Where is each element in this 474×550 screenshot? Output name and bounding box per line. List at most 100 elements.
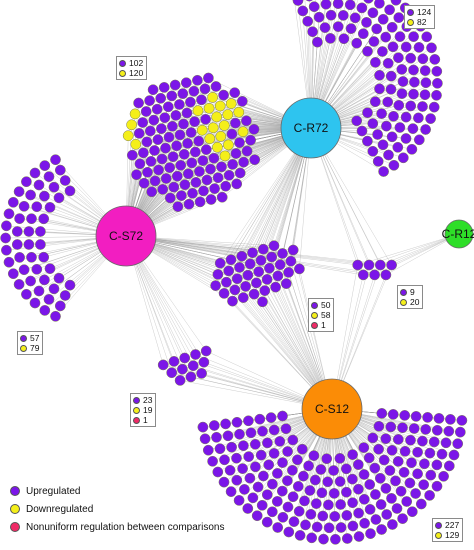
- upregulated-gene-node: [187, 187, 198, 199]
- upregulated-gene-node: [436, 448, 448, 460]
- upregulated-gene-node: [383, 149, 394, 161]
- upregulated-gene-node: [454, 426, 466, 438]
- upregulated-gene-node: [198, 185, 209, 197]
- upregulated-gene-node: [347, 449, 358, 460]
- upregulated-gene-node: [7, 268, 19, 280]
- upregulated-gene-node: [292, 454, 303, 466]
- upregulated-gene-node: [188, 85, 200, 97]
- upregulated-gene-node: [369, 269, 380, 281]
- upregulated-gene-node: [392, 456, 404, 467]
- upregulated-gene-node: [53, 272, 65, 284]
- upregulated-gene-node: [174, 375, 186, 386]
- upregulated-gene-node: [374, 259, 386, 271]
- edge: [125, 235, 358, 266]
- upregulated-gene-node: [412, 468, 423, 480]
- upregulated-gene-node: [177, 88, 189, 99]
- upregulated-gene-node: [265, 412, 277, 423]
- upregulated-gene-node: [433, 413, 445, 424]
- upregulated-gene-node: [171, 140, 182, 152]
- upregulated-gene-node: [18, 264, 30, 276]
- upregulated-gene-node: [287, 491, 299, 503]
- upregulated-gene-node: [229, 284, 241, 296]
- upregulated-gene-node: [386, 493, 397, 504]
- upregulated-gene-node: [245, 427, 257, 439]
- upregulated-gene-node: [419, 458, 430, 470]
- upregulated-gene-node: [337, 10, 349, 21]
- upregulated-gene-node: [244, 258, 256, 270]
- upregulated-gene-node: [328, 465, 339, 476]
- upregulated-gene-node: [352, 459, 364, 470]
- upregulated-gene-node: [380, 483, 392, 494]
- count-nonuniform: 1: [143, 415, 148, 425]
- upregulated-gene-node: [330, 533, 341, 545]
- upregulated-gene-node: [419, 65, 431, 76]
- upregulated-gene-node: [163, 131, 175, 143]
- upregulated-gene-node: [341, 486, 352, 498]
- upregulated-gene-node: [407, 123, 419, 134]
- upregulated-gene-node: [377, 139, 389, 151]
- upregulated-gene-node: [394, 31, 406, 42]
- upregulated-gene-node: [370, 489, 381, 500]
- upregulated-gene-node: [456, 415, 468, 426]
- upregulated-gene-node: [261, 516, 273, 528]
- upregulated-gene-node: [238, 156, 249, 168]
- count-down: 129: [445, 530, 460, 540]
- count-up: 9: [410, 287, 415, 297]
- upregulated-gene-node: [230, 148, 242, 159]
- upregulated-gene-node: [376, 408, 388, 419]
- upregulated-gene-node: [356, 2, 368, 14]
- upregulated-gene-node: [148, 114, 160, 126]
- upregulated-gene-node: [452, 438, 464, 450]
- upregulated-gene-node: [13, 186, 25, 197]
- count-row-up: 102: [119, 58, 143, 68]
- count-down: 120: [129, 68, 144, 78]
- upregulated-gene-node: [347, 497, 358, 509]
- upregulated-gene-node: [372, 156, 384, 167]
- upregulated-gene-node: [388, 159, 400, 171]
- upregulated-gene-node: [231, 416, 243, 428]
- upregulated-gene-node: [247, 247, 258, 259]
- upregulated-gene-node: [18, 200, 30, 212]
- upregulated-gene-node: [271, 496, 283, 507]
- upregulated-gene-node: [226, 128, 238, 140]
- upregulated-gene-node: [251, 277, 262, 289]
- upregulated-gene-node: [304, 485, 316, 496]
- downregulated-gene-node: [237, 126, 249, 138]
- upregulated-gene-node: [315, 464, 327, 475]
- upregulated-gene-node: [282, 446, 293, 457]
- upregulated-gene-node: [274, 259, 286, 271]
- upregulated-gene-node: [156, 123, 167, 135]
- count-up: 57: [30, 333, 40, 343]
- upregulated-gene-node: [157, 184, 169, 195]
- upregulated-gene-node: [323, 499, 334, 511]
- upregulated-gene-node: [227, 159, 238, 170]
- nonuniform-dot-icon: [311, 321, 318, 329]
- upregulated-gene-node: [421, 31, 433, 43]
- upregulated-gene-node: [230, 117, 241, 129]
- upregulated-gene-node: [261, 274, 273, 285]
- count-up: 50: [321, 300, 331, 310]
- upregulated-gene-node: [426, 42, 437, 54]
- gene-cluster-c-r72-c-s72: [122, 72, 261, 212]
- upregulated-gene-node: [280, 423, 292, 435]
- upregulated-gene-node: [445, 414, 456, 425]
- upregulated-gene-node: [292, 481, 304, 492]
- upregulated-gene-node: [309, 474, 321, 486]
- upregulated-gene-node: [408, 423, 420, 434]
- upregulated-gene-node: [23, 239, 35, 250]
- upregulated-gene-node: [39, 190, 50, 202]
- upregulated-gene-node: [223, 169, 235, 181]
- upregulated-dot-icon: [119, 59, 126, 67]
- upregulated-gene-node: [231, 178, 243, 190]
- upregulated-gene-node: [1, 244, 12, 256]
- upregulated-gene-node: [378, 454, 390, 466]
- upregulated-gene-node: [126, 149, 138, 161]
- upregulated-gene-node: [405, 100, 417, 112]
- upregulated-gene-node: [131, 169, 142, 181]
- upregulated-gene-node: [216, 191, 228, 203]
- upregulated-gene-node: [183, 198, 195, 210]
- upregulated-gene-node: [48, 283, 60, 295]
- upregulated-gene-node: [134, 158, 146, 170]
- upregulated-gene-node: [390, 475, 401, 487]
- upregulated-gene-node: [410, 411, 422, 422]
